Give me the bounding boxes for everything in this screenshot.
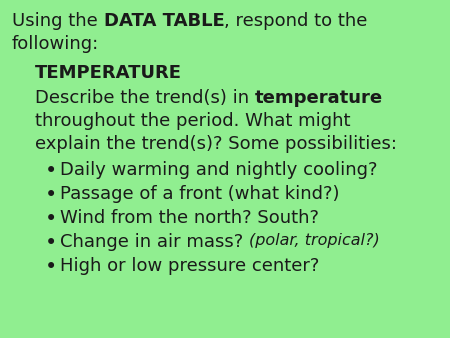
Text: •: •	[45, 233, 57, 253]
Text: following:: following:	[12, 35, 99, 53]
Text: Using the: Using the	[12, 12, 104, 30]
Text: Wind from the north? South?: Wind from the north? South?	[60, 209, 319, 227]
Text: temperature: temperature	[255, 89, 383, 107]
Text: TEMPERATURE: TEMPERATURE	[35, 64, 182, 82]
Text: throughout the period. What might: throughout the period. What might	[35, 112, 351, 130]
Text: •: •	[45, 185, 57, 205]
Text: •: •	[45, 257, 57, 277]
Text: , respond to the: , respond to the	[224, 12, 368, 30]
Text: Change in air mass?: Change in air mass?	[60, 233, 249, 251]
Text: explain the trend(s)? Some possibilities:: explain the trend(s)? Some possibilities…	[35, 135, 397, 153]
Text: •: •	[45, 161, 57, 181]
Text: Describe the trend(s) in: Describe the trend(s) in	[35, 89, 255, 107]
Text: •: •	[45, 209, 57, 229]
Text: Daily warming and nightly cooling?: Daily warming and nightly cooling?	[60, 161, 378, 179]
Text: (polar, tropical?): (polar, tropical?)	[249, 233, 380, 248]
Text: Passage of a front (what kind?): Passage of a front (what kind?)	[60, 185, 339, 203]
Text: High or low pressure center?: High or low pressure center?	[60, 257, 320, 275]
Text: DATA TABLE: DATA TABLE	[104, 12, 224, 30]
